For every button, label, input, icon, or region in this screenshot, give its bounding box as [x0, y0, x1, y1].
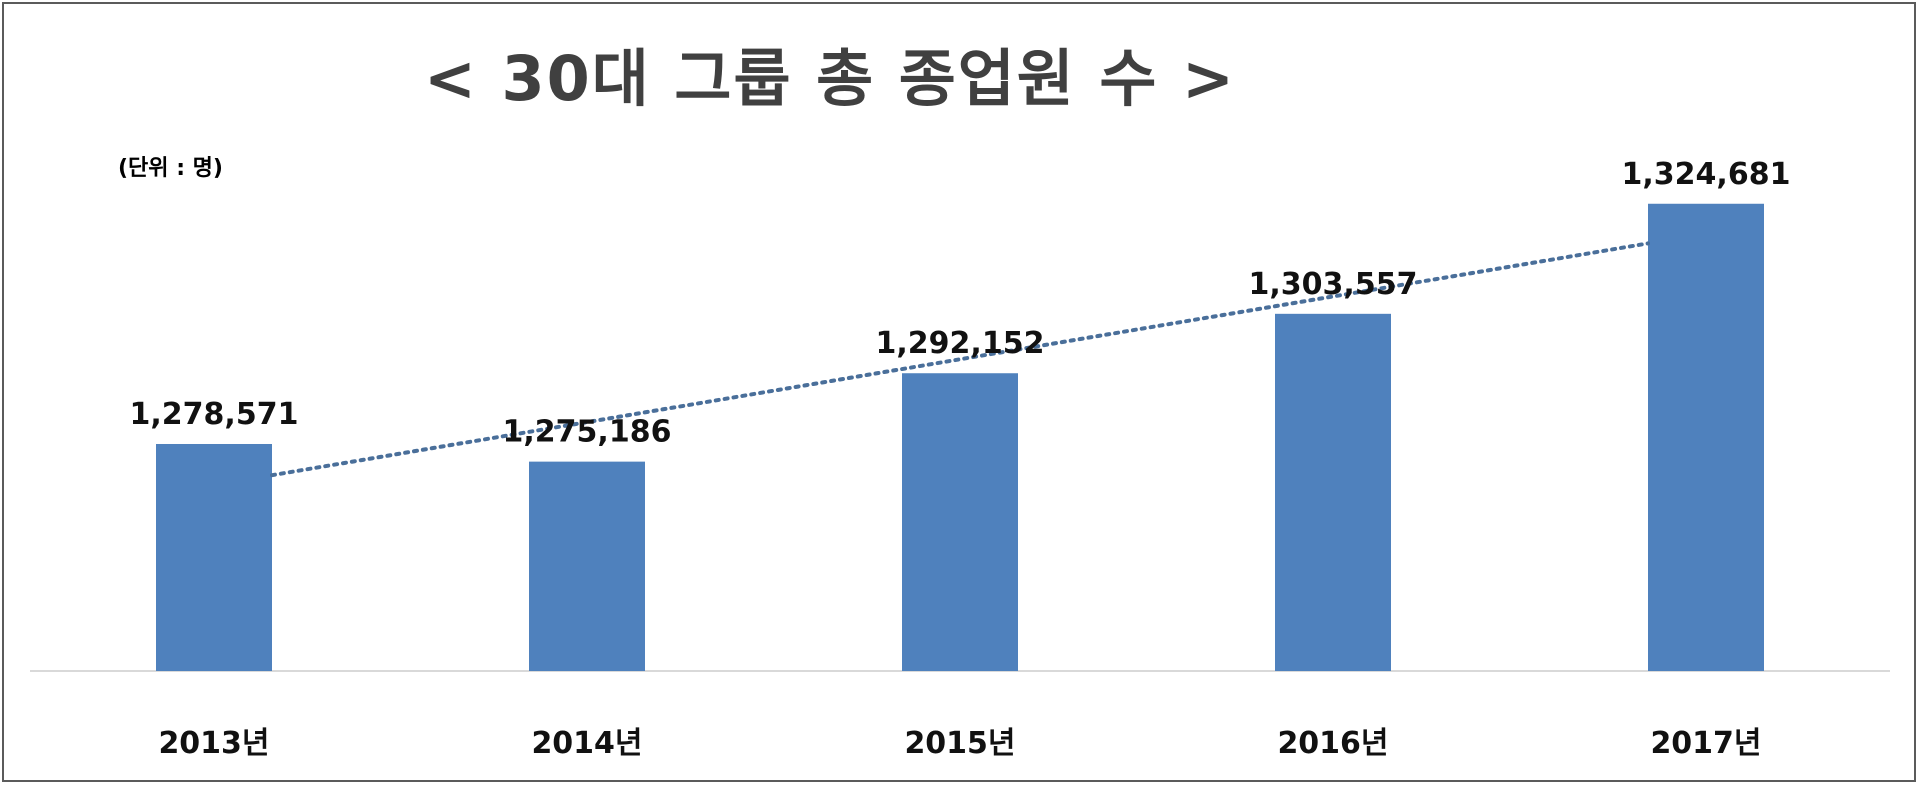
bar-2013년	[156, 443, 272, 671]
bar-2016년	[1275, 313, 1391, 671]
bar-2017년	[1648, 203, 1764, 671]
value-label: 1,275,186	[503, 415, 672, 450]
value-label: 1,278,571	[130, 397, 299, 432]
value-label: 1,324,681	[1622, 157, 1791, 192]
value-label: 1,303,557	[1249, 267, 1418, 302]
category-label: 2016년	[1277, 726, 1388, 761]
category-label: 2015년	[904, 726, 1015, 761]
category-label: 2017년	[1650, 726, 1761, 761]
value-label: 1,292,152	[876, 326, 1045, 361]
category-label: 2014년	[531, 726, 642, 761]
category-label: 2013년	[158, 726, 269, 761]
unit-label: (단위 : 명)	[118, 156, 223, 181]
bar-2015년	[902, 373, 1018, 671]
bar-2014년	[529, 461, 645, 671]
trend-line	[270, 241, 1650, 478]
chart-title: < 30대 그룹 총 종업원 수 >	[423, 42, 1236, 115]
